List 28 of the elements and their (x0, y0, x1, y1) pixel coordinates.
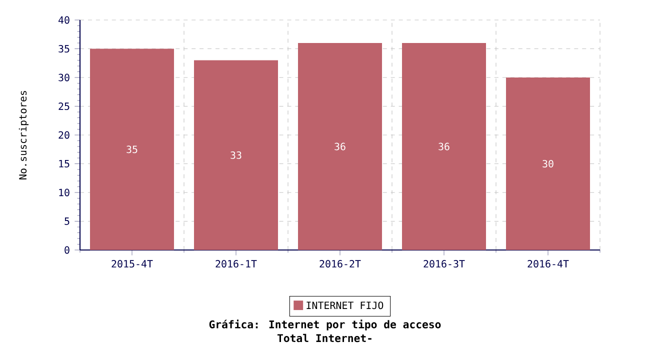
y-tick-label: 0 (64, 246, 70, 254)
y-tick-label: 5 (64, 218, 70, 225)
text: Gráfica: Internet por tipo de acceso (209, 320, 441, 330)
text: Total Internet- (277, 334, 372, 342)
x-tick-label: 2016-1T (216, 260, 257, 268)
y-axis-title: No.suscriptores (18, 91, 29, 180)
y-tick-label: 25 (58, 102, 70, 110)
data-label: 30 (542, 160, 554, 168)
data-label: 35 (126, 146, 138, 154)
bar (402, 43, 486, 250)
bar (506, 78, 590, 250)
x-tick-label: 2016-4T (528, 260, 569, 268)
y-tick-label: 10 (59, 188, 70, 196)
data-label: 36 (438, 142, 450, 150)
bar (298, 43, 382, 250)
bar (90, 48, 174, 250)
data-label: 33 (230, 151, 242, 159)
data-label: 36 (334, 142, 346, 150)
x-tick-label: 2016-2T (320, 260, 361, 268)
y-tick-label: 40 (58, 16, 70, 24)
bar (194, 60, 278, 250)
y-tick-label: 20 (58, 131, 70, 139)
y-tick-label: 30 (58, 74, 70, 82)
x-tick-label: 2016-3T (424, 260, 465, 268)
y-tick-label: 35 (58, 44, 70, 53)
x-tick-label: 2015-4T (112, 260, 153, 268)
y-tick-label: 15 (59, 160, 70, 168)
legend-label: INTERNET FIJO (306, 302, 384, 310)
